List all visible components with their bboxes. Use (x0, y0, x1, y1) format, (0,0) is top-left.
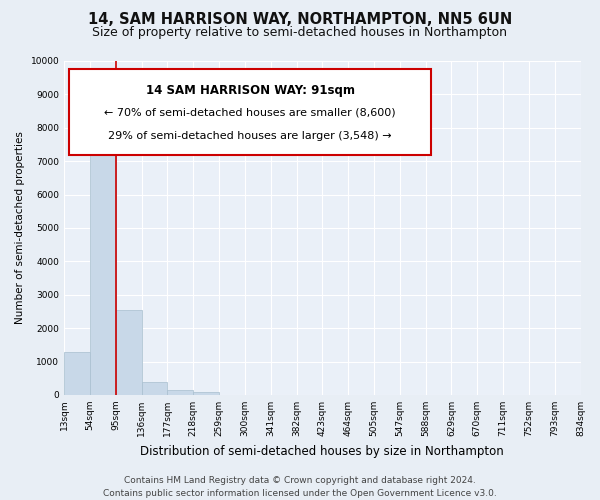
Bar (167, 390, 193, 395)
FancyBboxPatch shape (70, 70, 431, 154)
Bar (90, 126, 116, 395)
Text: Contains HM Land Registry data © Crown copyright and database right 2024.
Contai: Contains HM Land Registry data © Crown c… (103, 476, 497, 498)
Text: 14 SAM HARRISON WAY: 91sqm: 14 SAM HARRISON WAY: 91sqm (146, 84, 355, 98)
Text: Size of property relative to semi-detached houses in Northampton: Size of property relative to semi-detach… (92, 26, 508, 39)
Bar (64, 352, 90, 395)
Text: ← 70% of semi-detached houses are smaller (8,600): ← 70% of semi-detached houses are smalle… (104, 108, 396, 118)
Text: 29% of semi-detached houses are larger (3,548) →: 29% of semi-detached houses are larger (… (108, 131, 392, 141)
Text: 14, SAM HARRISON WAY, NORTHAMPTON, NN5 6UN: 14, SAM HARRISON WAY, NORTHAMPTON, NN5 6… (88, 12, 512, 28)
Bar (116, 310, 142, 395)
Y-axis label: Number of semi-detached properties: Number of semi-detached properties (15, 132, 25, 324)
Bar (142, 382, 167, 395)
X-axis label: Distribution of semi-detached houses by size in Northampton: Distribution of semi-detached houses by … (140, 444, 504, 458)
Bar (193, 392, 219, 395)
